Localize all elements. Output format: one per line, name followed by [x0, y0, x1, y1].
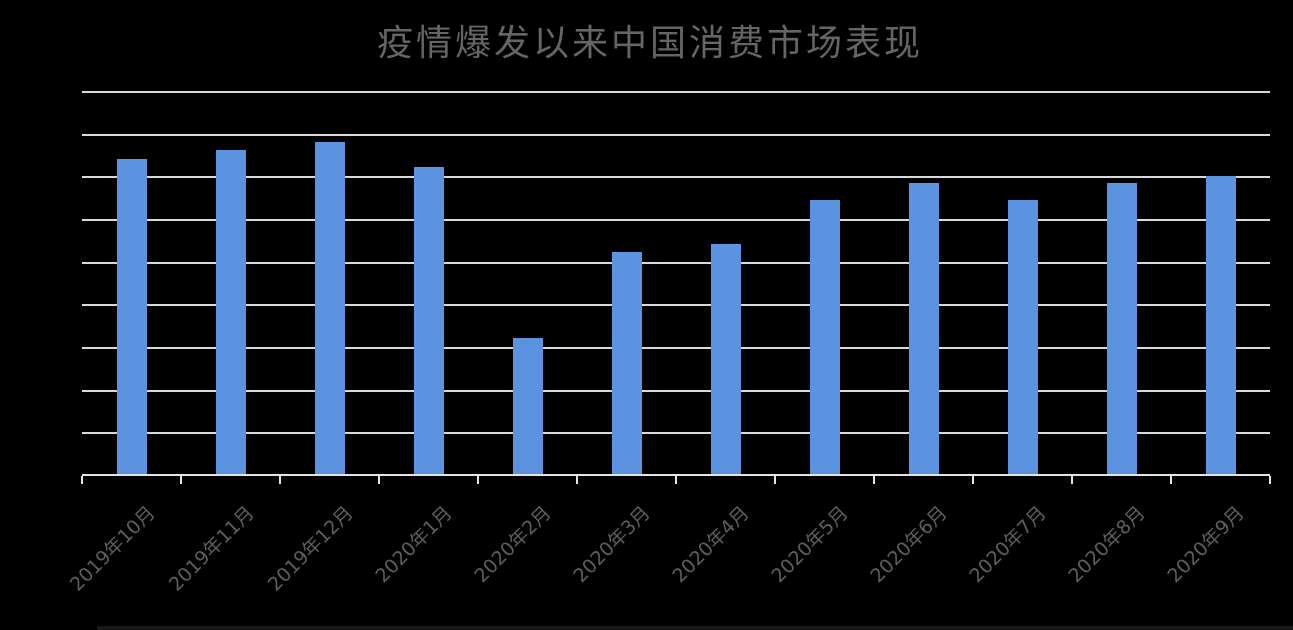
x-axis-tick: [81, 476, 83, 484]
x-axis-tick: [477, 476, 479, 484]
bar-2020年7月: [1007, 200, 1038, 474]
bottom-edge-strip: [97, 626, 1293, 630]
x-axis-tick: [180, 476, 182, 484]
x-axis-tick: [378, 476, 380, 484]
bar-2019年12月: [314, 142, 345, 474]
bar-2020年2月: [512, 338, 543, 474]
bar-2020年5月: [809, 200, 840, 474]
x-axis-tick: [1269, 476, 1271, 484]
x-axis-tick: [279, 476, 281, 484]
x-axis-tick: [675, 476, 677, 484]
x-axis-tick: [774, 476, 776, 484]
bar-2020年1月: [413, 166, 444, 474]
bar-2020年4月: [710, 243, 741, 474]
x-axis-tick: [1170, 476, 1172, 484]
gridline: [82, 347, 1270, 349]
gridline: [82, 176, 1270, 179]
x-axis-tick: [1071, 476, 1073, 484]
bar-2020年6月: [908, 183, 939, 474]
x-axis-tick: [972, 476, 974, 484]
x-axis-tick: [873, 476, 875, 484]
gridline: [82, 91, 1270, 93]
x-axis-tick: [576, 476, 578, 484]
bar-2019年10月: [116, 159, 147, 474]
bar-2020年8月: [1106, 183, 1137, 474]
gridline: [82, 261, 1270, 264]
gridline: [82, 389, 1270, 392]
bar-2020年9月: [1205, 176, 1236, 474]
bar-2019年11月: [215, 149, 246, 474]
gridline: [82, 219, 1270, 221]
bar-2020年3月: [611, 252, 642, 474]
gridline: [82, 304, 1270, 307]
x-axis-label: 2020年9月: [1162, 502, 1249, 588]
x-axis-line: [82, 474, 1270, 476]
gridline: [82, 432, 1270, 435]
gridline: [82, 133, 1270, 136]
chart-title: 疫情爆发以来中国消费市场表现: [376, 23, 924, 64]
